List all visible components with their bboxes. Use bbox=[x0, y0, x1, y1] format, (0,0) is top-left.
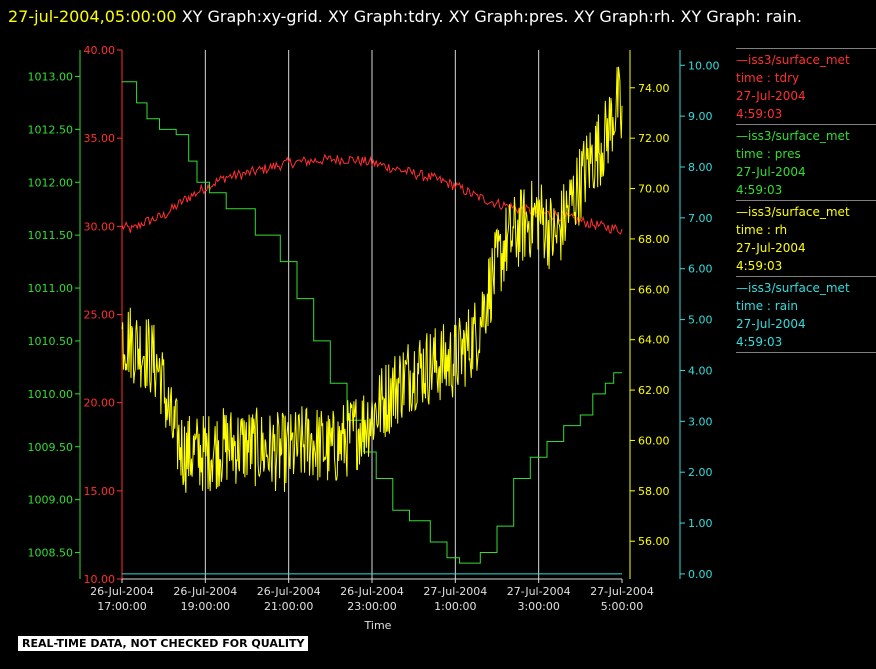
y-tick-label-tdry: 35.00 bbox=[84, 132, 116, 145]
legend-date: 27-Jul-2004 bbox=[736, 241, 806, 255]
y-tick-label-pres: 1008.50 bbox=[28, 547, 74, 560]
y-tick-label-rh: 58.00 bbox=[638, 485, 670, 498]
legend-time: 4:59:03 bbox=[736, 259, 783, 273]
y-tick-label-pres: 1011.50 bbox=[28, 229, 74, 242]
chart-title-timestamp: 27-jul-2004,05:00:00 bbox=[8, 7, 177, 26]
legend-time: 4:59:03 bbox=[736, 107, 783, 121]
y-tick-label-rain: 0.00 bbox=[688, 568, 713, 581]
x-tick-label-time: 5:00:00 bbox=[601, 600, 643, 613]
y-tick-label-rain: 7.00 bbox=[688, 212, 713, 225]
x-tick-label-time: 19:00:00 bbox=[181, 600, 230, 613]
y-tick-label-rain: 8.00 bbox=[688, 161, 713, 174]
x-tick-label-time: 1:00:00 bbox=[434, 600, 476, 613]
x-tick-label-date: 26-Jul-2004 bbox=[173, 585, 237, 598]
legend-entry-tdry: —iss3/surface_met time : tdry 27-Jul-200… bbox=[736, 48, 876, 123]
y-tick-label-rain: 5.00 bbox=[688, 314, 713, 327]
y-tick-label-rh: 70.00 bbox=[638, 183, 670, 196]
y-tick-label-rh: 64.00 bbox=[638, 334, 670, 347]
y-tick-label-tdry: 30.00 bbox=[84, 220, 116, 233]
legend-series-label: time : rain bbox=[736, 299, 799, 313]
legend-line-label: —iss3/surface_met bbox=[736, 53, 850, 67]
x-tick-label-time: 23:00:00 bbox=[347, 600, 396, 613]
y-tick-label-pres: 1010.50 bbox=[28, 335, 74, 348]
x-tick-label-date: 27-Jul-2004 bbox=[423, 585, 487, 598]
axes-layer: 1008.50 1009.00 1009.50 1010.00 1010.50 1011.… bbox=[28, 44, 720, 586]
y-tick-label-pres: 1010.00 bbox=[28, 388, 74, 401]
y-tick-label-rh: 74.00 bbox=[638, 82, 670, 95]
legend-time: 4:59:03 bbox=[736, 335, 783, 349]
legend-line-label: —iss3/surface_met bbox=[736, 129, 850, 143]
y-tick-label-tdry: 10.00 bbox=[84, 573, 116, 586]
y-tick-label-tdry: 15.00 bbox=[84, 485, 116, 498]
y-tick-label-rh: 66.00 bbox=[638, 283, 670, 296]
legend-date: 27-Jul-2004 bbox=[736, 89, 806, 103]
y-tick-label-rh: 60.00 bbox=[638, 434, 670, 447]
y-tick-label-rh: 62.00 bbox=[638, 384, 670, 397]
legend-entry-rh: —iss3/surface_met time : rh 27-Jul-2004 … bbox=[736, 200, 876, 275]
legend-line-label: —iss3/surface_met bbox=[736, 205, 850, 219]
legend-series-label: time : rh bbox=[736, 223, 788, 237]
y-tick-label-rh: 56.00 bbox=[638, 535, 670, 548]
series-pres-line bbox=[122, 81, 622, 564]
x-tick-label-time: 21:00:00 bbox=[264, 600, 313, 613]
legend-date: 27-Jul-2004 bbox=[736, 317, 806, 331]
y-tick-label-rain: 9.00 bbox=[688, 110, 713, 123]
legend-time: 4:59:03 bbox=[736, 183, 783, 197]
x-tick-label-time: 3:00:00 bbox=[517, 600, 559, 613]
series-layer bbox=[121, 66, 623, 575]
y-tick-label-pres: 1011.00 bbox=[28, 282, 74, 295]
y-tick-label-pres: 1013.00 bbox=[28, 70, 74, 83]
grid-layer bbox=[204, 50, 540, 579]
legend-date: 27-Jul-2004 bbox=[736, 165, 806, 179]
y-tick-label-rh: 68.00 bbox=[638, 233, 670, 246]
quality-disclaimer: REAL-TIME DATA, NOT CHECKED FOR QUALITY bbox=[18, 636, 309, 651]
y-tick-label-rh: 72.00 bbox=[638, 132, 670, 145]
y-tick-label-pres: 1012.50 bbox=[28, 123, 74, 136]
y-tick-label-rain: 4.00 bbox=[688, 364, 713, 377]
y-tick-label-pres: 1012.00 bbox=[28, 176, 74, 189]
legend-divider bbox=[736, 352, 876, 355]
y-tick-label-rain: 6.00 bbox=[688, 263, 713, 276]
chart-title-text: XY Graph:xy-grid. XY Graph:tdry. XY Grap… bbox=[176, 7, 802, 26]
x-tick-label-date: 27-Jul-2004 bbox=[590, 585, 654, 598]
y-tick-label-pres: 1009.00 bbox=[28, 494, 74, 507]
y-tick-label-tdry: 20.00 bbox=[84, 397, 116, 410]
legend-series-label: time : tdry bbox=[736, 71, 800, 85]
y-tick-label-rain: 3.00 bbox=[688, 415, 713, 428]
series-rh-line bbox=[121, 66, 623, 493]
legend-series-label: time : pres bbox=[736, 147, 801, 161]
x-tick-label-date: 26-Jul-2004 bbox=[257, 585, 321, 598]
x-tick-label-date: 27-Jul-2004 bbox=[507, 585, 571, 598]
y-tick-label-pres: 1009.50 bbox=[28, 441, 74, 454]
x-axis: 26-Jul-2004 17:00:00 26-Jul-2004 19:00:00 26… bbox=[90, 578, 654, 632]
legend-entry-pres: —iss3/surface_met time : pres 27-Jul-200… bbox=[736, 124, 876, 199]
x-tick-label-date: 26-Jul-2004 bbox=[340, 585, 404, 598]
chart-title: 27-jul-2004,05:00:00 XY Graph:xy-grid. X… bbox=[8, 3, 868, 31]
legend-line-label: —iss3/surface_met bbox=[736, 281, 850, 295]
y-tick-label-rain: 10.00 bbox=[688, 59, 720, 72]
x-tick-label-time: 17:00:00 bbox=[97, 600, 146, 613]
xy-graph: 1008.50 1009.00 1009.50 1010.00 1010.50 1011.… bbox=[28, 44, 720, 632]
x-tick-label-date: 26-Jul-2004 bbox=[90, 585, 154, 598]
y-tick-label-tdry: 25.00 bbox=[84, 309, 116, 322]
y-tick-label-rain: 2.00 bbox=[688, 466, 713, 479]
legend: —iss3/surface_met time : tdry 27-Jul-200… bbox=[736, 48, 876, 356]
legend-entry-rain: —iss3/surface_met time : rain 27-Jul-200… bbox=[736, 276, 876, 351]
y-tick-label-tdry: 40.00 bbox=[84, 44, 116, 57]
y-tick-label-rain: 1.00 bbox=[688, 517, 713, 530]
x-axis-label: Time bbox=[364, 619, 392, 632]
